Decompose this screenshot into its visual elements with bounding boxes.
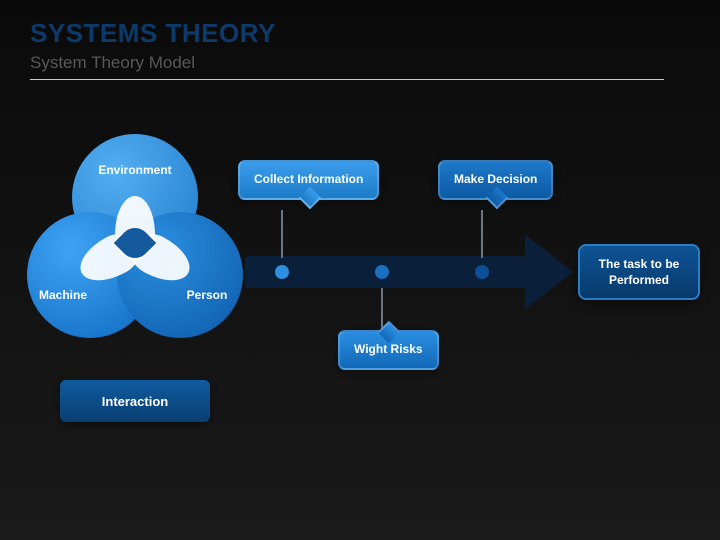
venn-caption-box: Interaction (60, 380, 210, 422)
callout-label: Wight Risks (354, 342, 423, 356)
connector-line (281, 210, 283, 258)
venn-center-overlap (88, 198, 182, 292)
callout-collect-information: Collect Information (238, 160, 379, 200)
result-box: The task to be Performed (578, 244, 700, 300)
header: SYSTEMS THEORY System Theory Model (0, 0, 720, 80)
process-dot (475, 265, 489, 279)
venn-label-person: Person (187, 288, 228, 302)
callout-label: Collect Information (254, 172, 363, 186)
venn-label-environment: Environment (98, 163, 171, 177)
process-arrow-bar (245, 256, 525, 288)
title-rule (30, 79, 664, 80)
process-dot (375, 265, 389, 279)
venn-label-machine: Machine (39, 288, 87, 302)
venn-caption-label: Interaction (102, 394, 168, 409)
connector-line (481, 210, 483, 258)
process-arrow-head (525, 235, 573, 309)
result-label: The task to be Performed (586, 256, 692, 288)
venn-diagram: Environment Machine Person (35, 140, 235, 340)
page-subtitle: System Theory Model (30, 53, 690, 73)
page-title: SYSTEMS THEORY (30, 18, 690, 49)
process-dot (275, 265, 289, 279)
callout-label: Make Decision (454, 172, 537, 186)
callout-make-decision: Make Decision (438, 160, 553, 200)
callout-wight-risks: Wight Risks (338, 330, 439, 370)
